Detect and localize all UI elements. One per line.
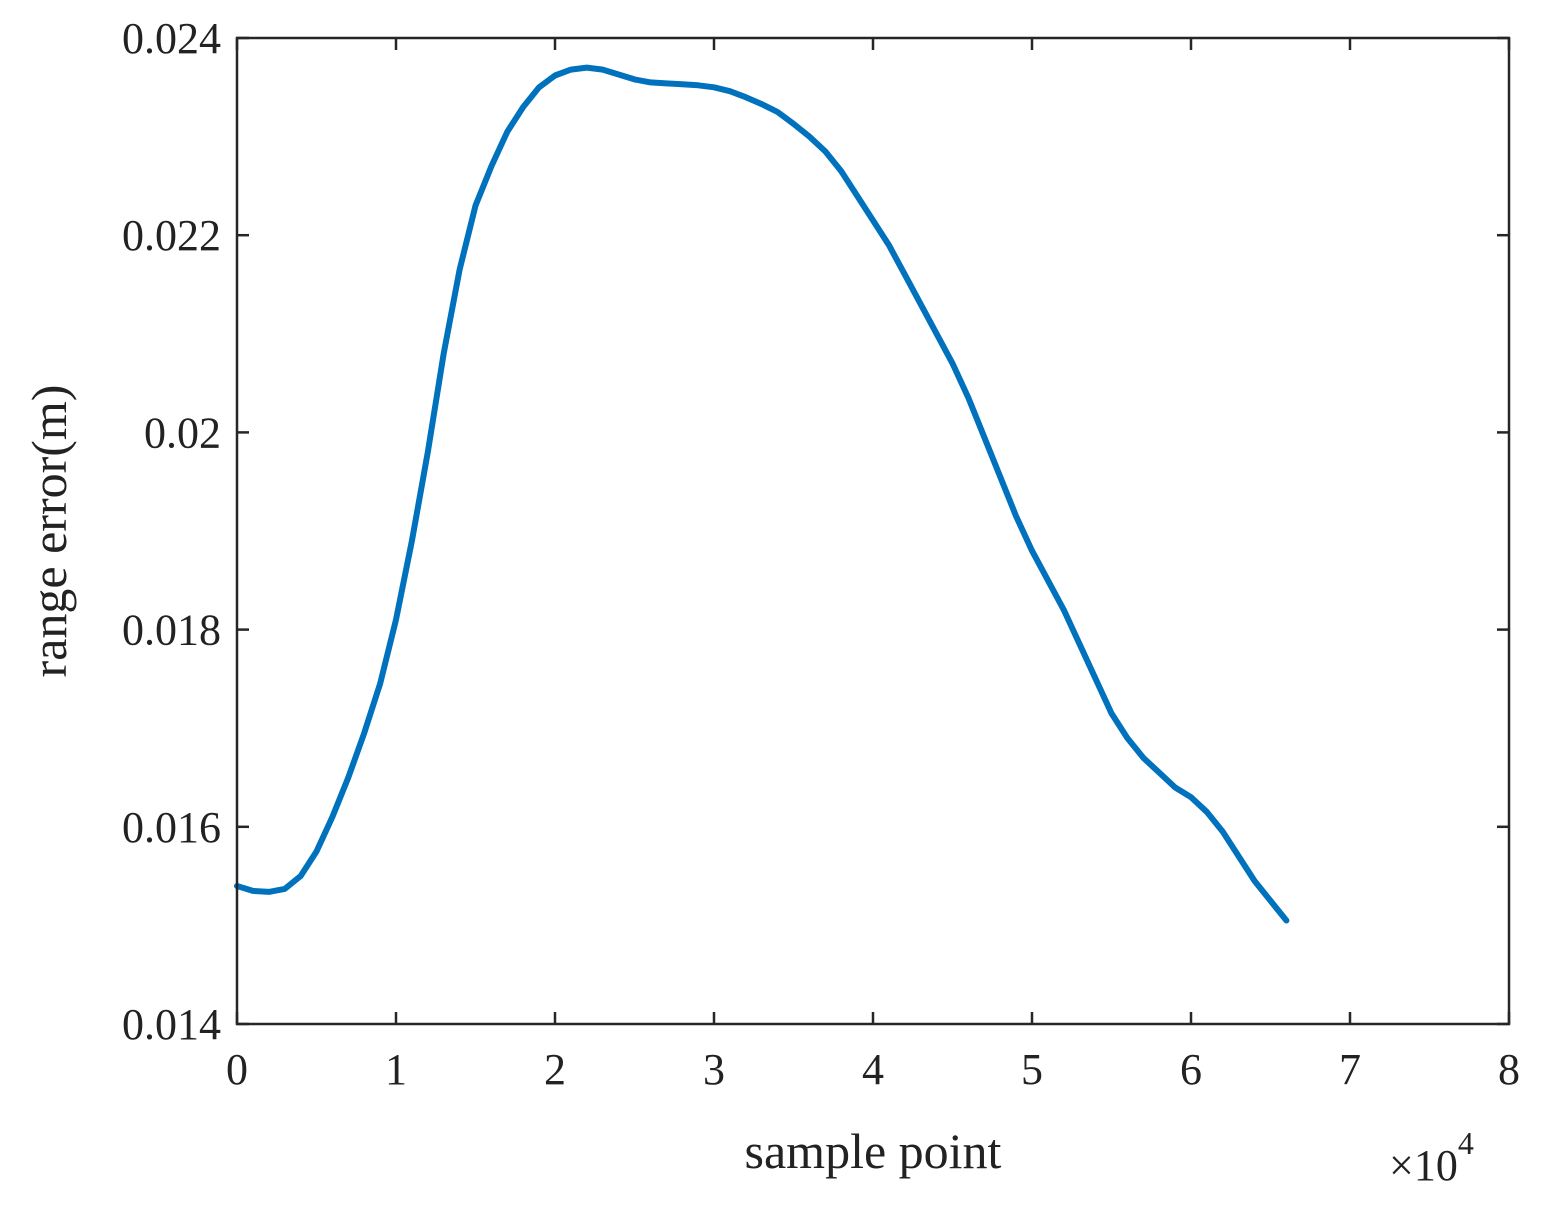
plot-frame <box>235 36 1511 1026</box>
x-tick-label: 8 <box>1498 1045 1520 1094</box>
x-tick-label: 4 <box>862 1045 884 1094</box>
x-tick-label: 2 <box>544 1045 566 1094</box>
y-tick-label: 0.016 <box>122 803 221 852</box>
x-tick-label: 6 <box>1180 1045 1202 1094</box>
x-axis-multiplier-base: ×10 <box>1389 1141 1458 1190</box>
y-tick-label: 0.018 <box>122 606 221 655</box>
x-axis-multiplier: ×104 <box>1389 1125 1474 1190</box>
x-axis-label: sample point <box>745 1123 1002 1179</box>
tick-labels: 0 1 2 3 4 5 6 7 8 0.014 0.016 0.018 0.02 0.022 0.024 <box>122 14 1520 1094</box>
y-tick-label: 0.024 <box>122 14 221 63</box>
x-tick-label: 1 <box>385 1045 407 1094</box>
y-tick-label: 0.014 <box>122 1000 221 1049</box>
x-tick-label: 3 <box>703 1045 725 1094</box>
x-tick-label: 7 <box>1339 1045 1361 1094</box>
x-tick-label: 0 <box>226 1045 248 1094</box>
y-axis-label: range error(m) <box>21 385 77 678</box>
y-tick-label: 0.022 <box>122 211 221 260</box>
x-tick-label: 5 <box>1021 1045 1043 1094</box>
x-axis-multiplier-exponent: 4 <box>1458 1125 1474 1161</box>
y-tick-label: 0.02 <box>144 408 221 457</box>
series-line <box>234 64 1290 924</box>
